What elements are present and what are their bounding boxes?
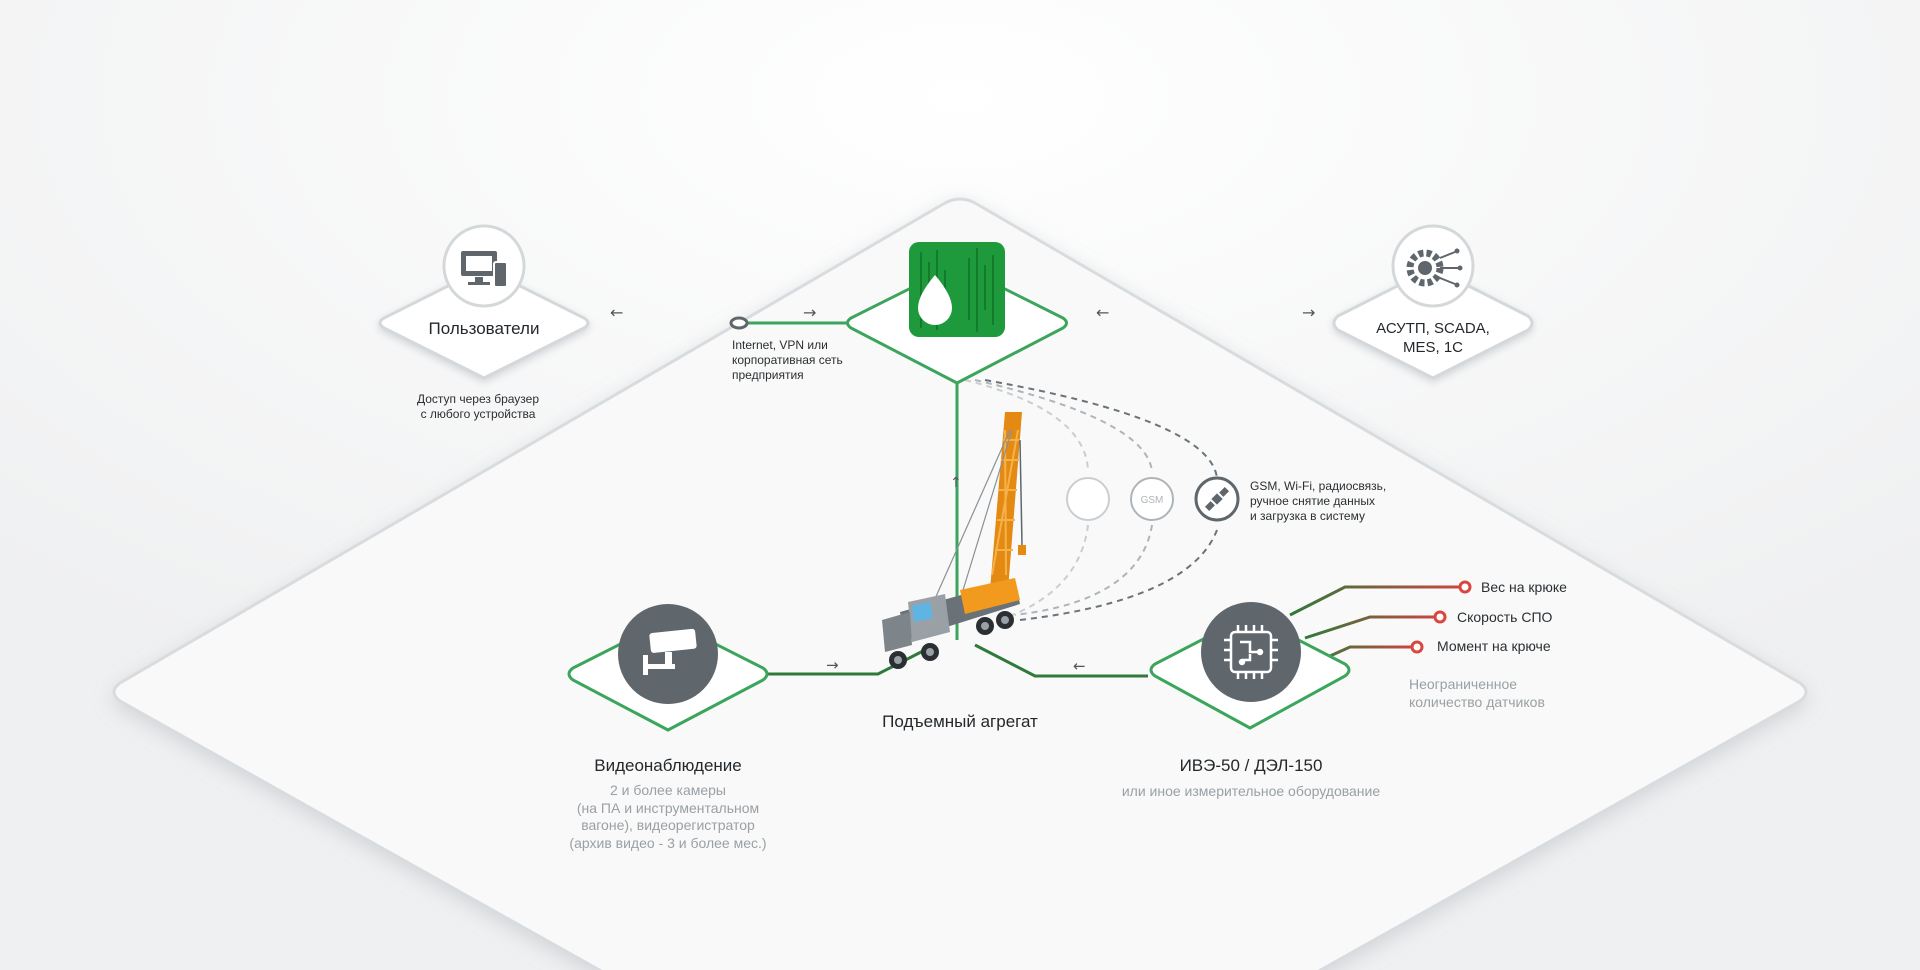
wireless-arcs: [964, 379, 1218, 621]
sensors-note: или иное измерительное оборудование: [1121, 783, 1381, 799]
arrow-left-1: ←: [610, 303, 623, 322]
oil-drop-logo-icon: [909, 242, 1005, 337]
sensor-dot-2: [1433, 610, 1447, 624]
network-note: Internet, VPN или корпоративная сеть пре…: [732, 338, 843, 382]
sensor-item-weight: Вес на крюке: [1481, 579, 1567, 595]
sensor-item-speed: Скорость СПО: [1457, 609, 1553, 625]
sensors-title: ИВЭ-50 / ДЭЛ-150: [1179, 756, 1323, 775]
crane-mast: [929, 412, 1026, 611]
gsm-circle: [1130, 477, 1174, 521]
arrow-left-2: ←: [1096, 303, 1109, 322]
arrow-right-2: →: [1302, 303, 1315, 322]
video-note: 2 и более камеры (на ПА и инструментальн…: [569, 782, 767, 851]
arrow-left-3: ←: [1073, 657, 1086, 675]
systems-node[interactable]: [1332, 224, 1534, 380]
network-hub-dot: [729, 316, 749, 330]
gsm-badge: GSM: [1141, 495, 1164, 506]
comms-note: GSM, Wi-Fi, радиосвязь, ручное снятие да…: [1250, 479, 1387, 523]
satellite-icon: [1204, 486, 1230, 512]
systems-title: АСУТП, SCADA, MES, 1C: [1376, 320, 1490, 356]
platform-diamond: [112, 197, 1808, 970]
arrow-up: ↑: [950, 475, 962, 491]
sensor-item-torque: Момент на крюче: [1437, 638, 1551, 654]
sensor-link-line: [974, 643, 1148, 678]
users-note: Доступ через браузер с любого устройства: [416, 392, 540, 421]
video-title: Видеонаблюдение: [594, 756, 742, 775]
chip-icon: [1224, 625, 1278, 679]
users-node[interactable]: [378, 224, 590, 380]
sensors-node[interactable]: [1149, 602, 1351, 730]
rig-illustration: [882, 412, 1026, 669]
sensors-footnote: Неограниченное количество датчиков: [1409, 676, 1545, 710]
gear-chip-icon: [1406, 248, 1463, 288]
video-link-line: [768, 648, 926, 676]
rig-title: Подъемный агрегат: [882, 712, 1038, 731]
sensor-dot-3: [1410, 640, 1424, 654]
computer-phone-icon: [461, 251, 508, 288]
arrow-right-1: →: [803, 303, 816, 322]
platform-node[interactable]: [846, 242, 1068, 385]
truck-body: [882, 578, 1020, 669]
security-camera-icon: [643, 628, 697, 675]
users-title: Пользователи: [428, 319, 540, 338]
video-node[interactable]: [567, 604, 769, 732]
wifi-circle: [1066, 477, 1110, 521]
sensor-dot-1: [1458, 580, 1472, 594]
arrow-right-3: →: [826, 656, 839, 674]
